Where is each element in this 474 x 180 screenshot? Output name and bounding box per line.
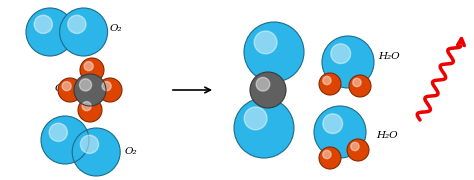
Circle shape (319, 73, 341, 95)
Circle shape (80, 79, 91, 91)
Circle shape (244, 107, 267, 130)
Circle shape (234, 98, 294, 158)
Text: O₂: O₂ (109, 24, 122, 33)
Circle shape (102, 82, 111, 91)
Text: H₂O: H₂O (378, 51, 400, 60)
Circle shape (323, 150, 331, 159)
Circle shape (62, 82, 71, 91)
Circle shape (323, 114, 343, 134)
Circle shape (353, 78, 361, 87)
Circle shape (26, 8, 74, 56)
Circle shape (256, 77, 270, 91)
Circle shape (82, 102, 91, 111)
Circle shape (49, 123, 67, 141)
Circle shape (250, 72, 286, 108)
Circle shape (72, 128, 120, 176)
Circle shape (81, 135, 99, 153)
Text: CH₄: CH₄ (55, 84, 76, 93)
Circle shape (323, 76, 331, 85)
Circle shape (319, 147, 341, 169)
Text: O₂: O₂ (124, 147, 137, 156)
Circle shape (331, 44, 351, 64)
Circle shape (74, 74, 106, 106)
Text: CO₂: CO₂ (250, 145, 271, 154)
Circle shape (41, 116, 89, 164)
Circle shape (58, 78, 82, 102)
Circle shape (98, 78, 122, 102)
Circle shape (80, 58, 104, 82)
Circle shape (322, 36, 374, 88)
Circle shape (34, 15, 53, 33)
Circle shape (68, 15, 86, 33)
Circle shape (244, 22, 304, 82)
Circle shape (60, 8, 108, 56)
Circle shape (351, 142, 359, 151)
Text: H₂O: H₂O (376, 132, 398, 141)
Circle shape (254, 31, 277, 54)
Circle shape (84, 62, 93, 71)
Circle shape (314, 106, 366, 158)
Circle shape (78, 98, 102, 122)
Circle shape (347, 139, 369, 161)
Circle shape (349, 75, 371, 97)
